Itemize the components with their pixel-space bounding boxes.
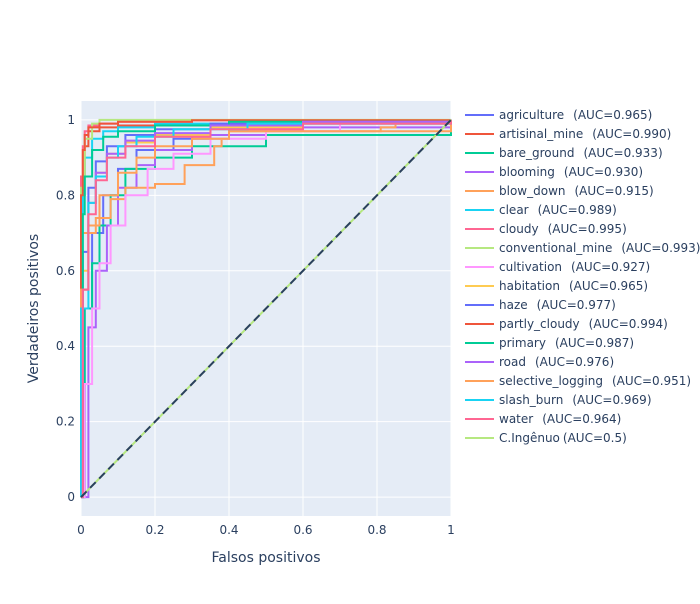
legend-item[interactable]: artisinal_mine (AUC=0.990)	[465, 127, 671, 141]
x-axis-title: Falsos positivos	[212, 550, 321, 566]
y-tick-label: 0.6	[56, 264, 75, 278]
legend-series-name: bare_ground	[499, 146, 574, 160]
x-tick-label: 0.2	[145, 523, 164, 537]
legend-series-name: artisinal_mine	[499, 127, 583, 141]
y-axis-title: Verdadeiros positivos	[26, 234, 42, 383]
legend-auc-label: (AUC=0.995)	[548, 222, 627, 236]
legend-auc-label: (AUC=0.915)	[575, 184, 654, 198]
legend-auc-label: (AUC=0.969)	[572, 393, 651, 407]
legend-series-name: water	[499, 412, 533, 426]
legend-series-name: clear	[499, 203, 529, 217]
legend-item[interactable]: C.Ingênuo (AUC=0.5)	[465, 431, 627, 445]
roc-curve-blow_down	[80, 119, 452, 498]
legend-series-name: slash_burn	[499, 393, 563, 407]
series-layer	[80, 118, 452, 499]
grid-layer	[80, 101, 452, 516]
legend-series-name: haze	[499, 298, 528, 312]
legend-item[interactable]: clear (AUC=0.989)	[465, 203, 617, 217]
legend-auc-label: (AUC=0.990)	[592, 127, 671, 141]
legend-item[interactable]: bare_ground (AUC=0.933)	[465, 146, 663, 160]
legend-auc-label: (AUC=0.964)	[542, 412, 621, 426]
legend-auc-label: (AUC=0.989)	[538, 203, 617, 217]
x-tick-label: 0.4	[219, 523, 238, 537]
y-tick-label: 1	[67, 113, 75, 127]
legend-series-name: selective_logging	[499, 374, 603, 388]
legend-auc-label: (AUC=0.927)	[571, 260, 650, 274]
legend-auc-label: (AUC=0.965)	[573, 108, 652, 122]
x-tick-label: 0.8	[367, 523, 386, 537]
roc-curve-water	[81, 119, 452, 499]
legend-item[interactable]: agriculture (AUC=0.965)	[465, 108, 652, 122]
legend[interactable]: agriculture (AUC=0.965)artisinal_mine (AUC…	[465, 108, 700, 445]
legend-auc-label: (AUC=0.993)	[621, 241, 700, 255]
legend-auc-label: (AUC=0.994)	[589, 317, 668, 331]
x-tick-label: 1	[447, 523, 455, 537]
legend-series-name: road	[499, 355, 526, 369]
legend-series-name: primary	[499, 336, 546, 350]
legend-item[interactable]: cloudy (AUC=0.995)	[465, 222, 627, 236]
y-tick-label: 0	[67, 490, 75, 504]
legend-auc-label: (AUC=0.965)	[569, 279, 648, 293]
y-tick-label: 0.8	[56, 188, 75, 202]
legend-series-name: agriculture	[499, 108, 564, 122]
legend-item[interactable]: cultivation (AUC=0.927)	[465, 260, 650, 274]
legend-series-name: blow_down	[499, 184, 566, 198]
legend-auc-label: (AUC=0.951)	[612, 374, 691, 388]
legend-series-name: conventional_mine	[499, 241, 612, 255]
legend-auc-label: (AUC=0.976)	[535, 355, 614, 369]
legend-series-name: partly_cloudy	[499, 317, 580, 331]
tick-layer: 0 0.2 0.4 0.6 0.8 1 0 0.2 0.4 0.6 0.8 1	[56, 113, 455, 537]
legend-series-name: blooming	[499, 165, 555, 179]
legend-item[interactable]: water (AUC=0.964)	[465, 412, 621, 426]
legend-item[interactable]: blow_down (AUC=0.915)	[465, 184, 654, 198]
legend-series-name: C.Ingênuo	[499, 431, 560, 445]
y-tick-label: 0.4	[56, 339, 75, 353]
legend-item[interactable]: primary (AUC=0.987)	[465, 336, 634, 350]
x-tick-label: 0	[77, 523, 85, 537]
legend-series-name: habitation	[499, 279, 560, 293]
legend-series-name: cultivation	[499, 260, 562, 274]
y-tick-label: 0.2	[56, 415, 75, 429]
legend-series-name: cloudy	[499, 222, 539, 236]
legend-item[interactable]: partly_cloudy (AUC=0.994)	[465, 317, 668, 331]
legend-auc-label: (AUC=0.933)	[583, 146, 662, 160]
legend-auc-label: (AUC=0.930)	[564, 165, 643, 179]
legend-auc-label: (AUC=0.5)	[563, 431, 627, 445]
legend-item[interactable]: conventional_mine (AUC=0.993)	[465, 241, 700, 255]
legend-item[interactable]: road (AUC=0.976)	[465, 355, 614, 369]
baseline-diagonal	[80, 119, 452, 498]
legend-item[interactable]: selective_logging (AUC=0.951)	[465, 374, 691, 388]
legend-item[interactable]: blooming (AUC=0.930)	[465, 165, 643, 179]
legend-item[interactable]: slash_burn (AUC=0.969)	[465, 393, 652, 407]
roc-curve-partly_cloudy	[80, 119, 452, 498]
legend-auc-label: (AUC=0.977)	[537, 298, 616, 312]
x-tick-label: 0.6	[293, 523, 312, 537]
legend-item[interactable]: habitation (AUC=0.965)	[465, 279, 648, 293]
legend-auc-label: (AUC=0.987)	[555, 336, 634, 350]
legend-item[interactable]: haze (AUC=0.977)	[465, 298, 616, 312]
